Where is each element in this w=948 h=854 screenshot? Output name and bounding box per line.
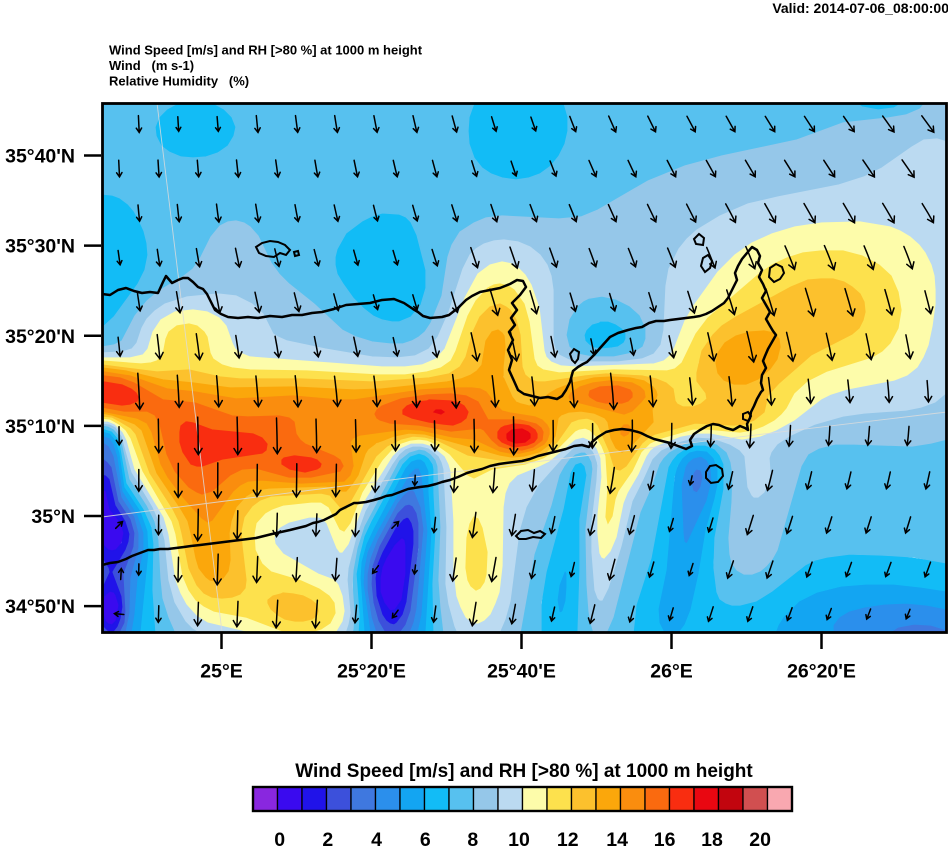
svg-text:18: 18 xyxy=(701,829,723,851)
svg-text:26°E: 26°E xyxy=(650,661,693,683)
svg-text:35°30'N: 35°30'N xyxy=(5,236,75,258)
svg-text:6: 6 xyxy=(420,829,431,851)
svg-text:16: 16 xyxy=(654,829,676,851)
svg-text:Relative Humidity (%): Relative Humidity (%) xyxy=(109,74,249,89)
svg-text:Wind Speed [m/s] and RH [>80 %: Wind Speed [m/s] and RH [>80 %] at 1000 … xyxy=(295,761,753,782)
svg-text:0: 0 xyxy=(274,829,285,851)
svg-text:35°40'N: 35°40'N xyxy=(5,146,75,168)
svg-text:Valid: 2014-07-06_08:00:00: Valid: 2014-07-06_08:00:00 xyxy=(772,0,948,16)
svg-text:25°20'E: 25°20'E xyxy=(337,661,406,683)
svg-text:34°50'N: 34°50'N xyxy=(5,596,75,618)
svg-text:14: 14 xyxy=(606,829,628,851)
svg-text:4: 4 xyxy=(371,829,382,851)
svg-text:35°10'N: 35°10'N xyxy=(5,416,75,438)
svg-text:25°40'E: 25°40'E xyxy=(487,661,556,683)
svg-text:25°E: 25°E xyxy=(200,661,243,683)
svg-text:Wind Speed [m/s] and RH [>80 %: Wind Speed [m/s] and RH [>80 %] at 1000 … xyxy=(109,43,423,58)
svg-text:20: 20 xyxy=(749,829,771,851)
svg-text:2: 2 xyxy=(322,829,333,851)
svg-text:26°20'E: 26°20'E xyxy=(787,661,856,683)
svg-text:8: 8 xyxy=(467,829,478,851)
svg-text:Wind (m s-1): Wind (m s-1) xyxy=(109,58,194,73)
svg-text:35°20'N: 35°20'N xyxy=(5,326,75,348)
svg-text:10: 10 xyxy=(508,829,530,851)
svg-text:35°N: 35°N xyxy=(31,506,75,528)
svg-text:12: 12 xyxy=(557,829,579,851)
